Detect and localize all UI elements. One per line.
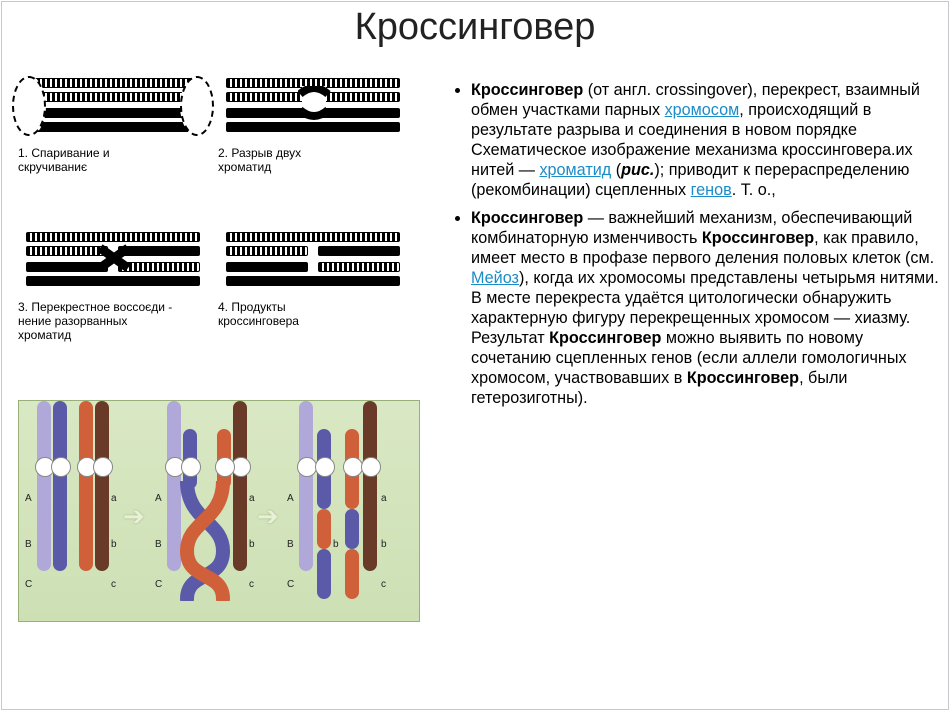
diagram-caption-3: Перекрестное воссоєди - нение разорванны… bbox=[18, 300, 172, 342]
diagram-cell-3: 3. Перекрестное воссоєди - нение разорва… bbox=[18, 226, 218, 376]
link-chromosomes[interactable]: хромосом bbox=[665, 101, 740, 119]
link-genes[interactable]: генов bbox=[691, 181, 732, 199]
arrow-icon: ➔ bbox=[123, 501, 153, 521]
diagram-cell-4: 4. Продукты кроссинговера bbox=[218, 226, 418, 376]
diagram-cell-1: 1. Спаривание и скручиваниє bbox=[18, 72, 218, 222]
diagram-caption-2: Разрыв двух хроматид bbox=[218, 146, 301, 174]
diagram-num-4: 4. bbox=[218, 300, 228, 314]
diagram-num-2: 2. bbox=[218, 146, 228, 160]
schematic-diagram: 1. Спаривание и скручиваниє 2. Разрыв д bbox=[18, 72, 418, 376]
diagram-caption-1: Спаривание и скручиваниє bbox=[18, 146, 110, 174]
slide-title: Кроссинговер bbox=[0, 6, 950, 49]
diagram-cell-2: 2. Разрыв двух хроматид bbox=[218, 72, 418, 222]
bullet-2: Кроссинговер — важнейший механизм, обесп… bbox=[471, 208, 945, 408]
definition-text: Кроссинговер (от англ. сrossingover), пе… bbox=[445, 80, 945, 416]
diagram-num-1: 1. bbox=[18, 146, 28, 160]
diagram-caption-4: Продукты кроссинговера bbox=[218, 300, 299, 328]
arrow-icon: ➔ bbox=[257, 501, 287, 521]
bullet-1: Кроссинговер (от англ. сrossingover), пе… bbox=[471, 80, 945, 200]
diagram-num-3: 3. bbox=[18, 300, 28, 314]
term-bold: Кроссинговер bbox=[471, 81, 583, 99]
chromosome-illustration: Aa Bb Cc ➔ Aa Bb Cc ➔ A Bb C a b c bbox=[18, 400, 420, 622]
link-chromatid[interactable]: хроматид bbox=[539, 161, 611, 179]
link-meiosis[interactable]: Мейоз bbox=[471, 269, 519, 287]
